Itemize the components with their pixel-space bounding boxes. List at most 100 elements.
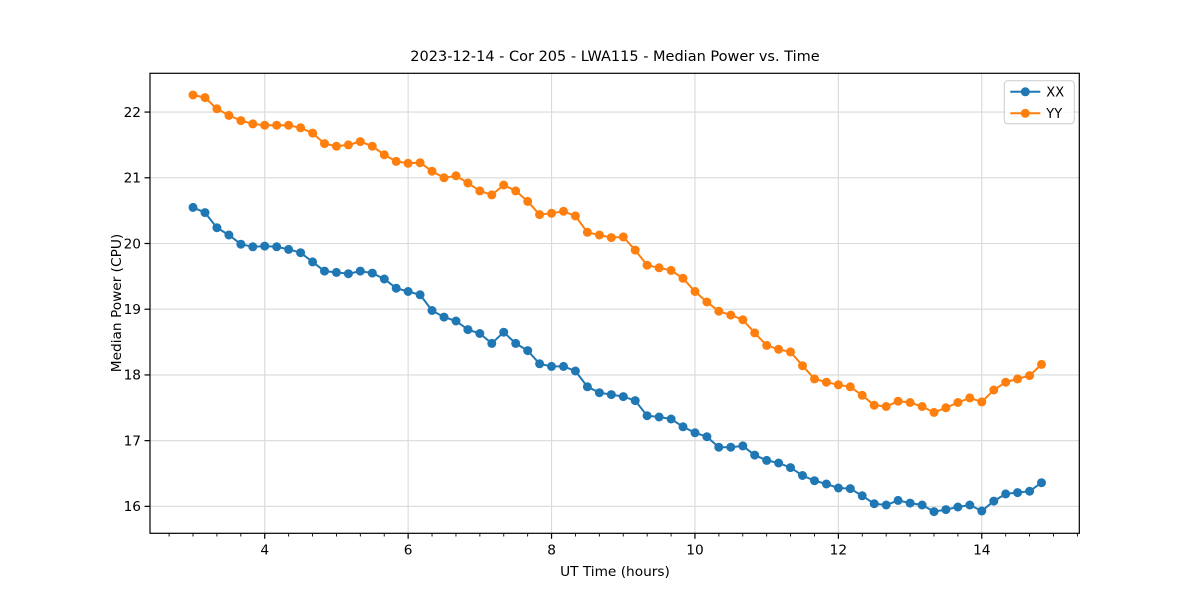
data-point bbox=[224, 230, 234, 240]
data-point bbox=[714, 306, 724, 316]
y-tick-label: 21 bbox=[124, 171, 141, 187]
data-point bbox=[391, 283, 401, 293]
data-point bbox=[320, 266, 329, 276]
data-point bbox=[415, 290, 425, 300]
y-axis-ticks bbox=[144, 111, 150, 507]
data-point bbox=[977, 506, 987, 516]
data-point bbox=[379, 150, 389, 160]
data-point bbox=[1037, 478, 1046, 488]
data-point bbox=[523, 346, 533, 356]
data-point bbox=[594, 388, 604, 398]
y-tick-label: 22 bbox=[124, 105, 141, 121]
data-point bbox=[343, 140, 353, 150]
data-point bbox=[308, 257, 318, 267]
data-point bbox=[559, 361, 568, 371]
data-point bbox=[200, 93, 210, 103]
data-point bbox=[427, 166, 437, 176]
data-point bbox=[690, 287, 700, 296]
data-point bbox=[965, 393, 975, 403]
data-point bbox=[1025, 371, 1035, 381]
data-point bbox=[331, 141, 341, 151]
data-point bbox=[463, 325, 473, 335]
data-point bbox=[343, 269, 353, 279]
data-point bbox=[260, 241, 270, 251]
data-point bbox=[786, 463, 795, 473]
data-point bbox=[702, 297, 712, 307]
data-point bbox=[331, 267, 341, 277]
data-point bbox=[845, 382, 855, 392]
data-point bbox=[451, 171, 461, 181]
y-tick-label: 19 bbox=[124, 302, 141, 318]
data-point bbox=[570, 211, 580, 221]
data-point bbox=[989, 496, 999, 506]
legend-item-XX: XX bbox=[1010, 85, 1064, 100]
data-point bbox=[224, 110, 234, 120]
data-point bbox=[774, 344, 784, 354]
data-point bbox=[487, 190, 497, 200]
data-point bbox=[726, 442, 736, 452]
y-tick-label: 18 bbox=[124, 368, 141, 384]
data-point bbox=[666, 414, 676, 424]
data-point bbox=[296, 248, 306, 258]
legend-item-YY: YY bbox=[1010, 107, 1062, 122]
data-point bbox=[367, 141, 377, 151]
data-point bbox=[236, 116, 246, 126]
data-point bbox=[702, 432, 712, 442]
data-point bbox=[427, 306, 437, 315]
data-point bbox=[798, 361, 807, 371]
data-point bbox=[535, 210, 545, 220]
data-point bbox=[762, 340, 772, 350]
data-point bbox=[750, 450, 760, 460]
data-point bbox=[284, 120, 294, 130]
y-tick-label: 16 bbox=[124, 499, 141, 515]
data-point bbox=[511, 186, 521, 196]
data-point bbox=[965, 500, 975, 510]
data-point bbox=[320, 139, 329, 149]
data-point bbox=[654, 263, 664, 273]
data-point bbox=[487, 338, 497, 348]
data-point bbox=[379, 274, 389, 284]
data-point bbox=[606, 233, 616, 243]
data-point bbox=[236, 239, 246, 249]
legend-label: XX bbox=[1046, 85, 1064, 100]
legend-marker-icon bbox=[1020, 108, 1030, 118]
data-point bbox=[893, 495, 903, 505]
data-point bbox=[367, 268, 377, 278]
data-point bbox=[941, 403, 951, 413]
legend-label: YY bbox=[1045, 107, 1062, 122]
data-point bbox=[499, 327, 509, 337]
data-point bbox=[439, 173, 449, 183]
data-point bbox=[618, 392, 628, 402]
data-point bbox=[869, 400, 879, 410]
data-point bbox=[1001, 377, 1011, 387]
data-point bbox=[929, 507, 939, 517]
data-point bbox=[917, 402, 927, 411]
data-point bbox=[929, 407, 939, 417]
plot-border bbox=[149, 72, 1080, 534]
data-point bbox=[666, 265, 676, 275]
x-axis-label: UT Time (hours) bbox=[560, 564, 670, 580]
data-point bbox=[798, 471, 807, 480]
data-point bbox=[630, 245, 640, 255]
data-point bbox=[881, 500, 891, 510]
data-point bbox=[1013, 374, 1023, 384]
data-point bbox=[403, 287, 413, 296]
series-YY bbox=[188, 90, 1046, 417]
data-point bbox=[893, 396, 903, 406]
x-tick-label: 8 bbox=[547, 542, 556, 558]
data-point bbox=[296, 123, 306, 133]
data-point bbox=[535, 359, 545, 369]
data-point bbox=[523, 196, 533, 206]
data-point bbox=[248, 242, 258, 252]
data-point bbox=[355, 137, 365, 147]
data-point bbox=[1001, 489, 1011, 499]
data-point bbox=[606, 390, 616, 400]
data-point bbox=[690, 428, 700, 438]
series-line bbox=[192, 206, 1043, 513]
data-point bbox=[881, 402, 891, 411]
data-point bbox=[248, 119, 258, 129]
data-point bbox=[810, 476, 819, 486]
data-point bbox=[260, 120, 270, 130]
data-point bbox=[833, 380, 843, 390]
data-point bbox=[511, 338, 521, 348]
